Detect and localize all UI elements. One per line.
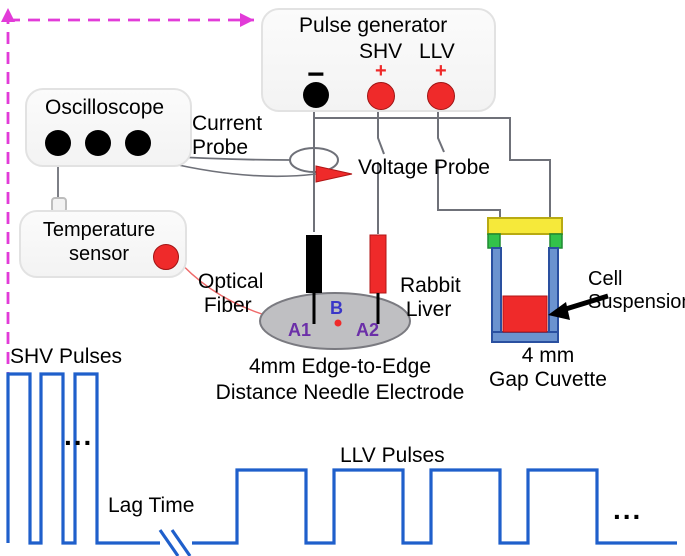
osc-ch2 — [85, 130, 111, 156]
voltage-probe-label: Voltage Probe — [358, 156, 490, 180]
point-b-dot — [335, 320, 342, 327]
gen-jack-neg — [303, 82, 329, 108]
gen-jack-llv — [427, 82, 455, 110]
a1-label: A1 — [288, 320, 311, 341]
osc-ch1 — [45, 130, 71, 156]
gen-jack-shv — [367, 82, 395, 110]
dots-shv: ... — [64, 420, 93, 452]
current-probe-label: Current Probe — [192, 112, 262, 160]
temp-sensor-led — [153, 244, 179, 270]
dots-llv: ... — [613, 494, 642, 526]
cell-suspension-label: Cell Suspension — [588, 268, 685, 314]
pulse-generator-title: Pulse generator — [299, 14, 447, 38]
voltage-probe-lead — [165, 162, 316, 176]
needle-a2 — [370, 235, 386, 293]
plus-shv: + — [375, 60, 387, 83]
b-label: B — [330, 298, 343, 319]
cuvette — [488, 218, 562, 342]
shv-pulses-label: SHV Pulses — [10, 345, 122, 369]
arrow-head-up — [1, 8, 15, 22]
temp-sensor-box: Temperature sensor — [19, 210, 187, 278]
oscilloscope-title: Oscilloscope — [45, 96, 164, 120]
gap-cuvette-label: 4 mm Gap Cuvette — [488, 344, 608, 392]
needle-electrode-label: 4mm Edge-to-Edge Distance Needle Electro… — [210, 354, 470, 406]
needle-a1 — [306, 235, 322, 293]
voltage-probe-icon — [316, 166, 352, 182]
oscilloscope-box: Oscilloscope — [25, 88, 192, 167]
rabbit-liver-label: Rabbit Liver — [400, 274, 461, 322]
arrow-head-feedback — [240, 13, 254, 27]
a2-label: A2 — [356, 320, 379, 341]
plus-llv: + — [435, 60, 447, 83]
osc-ch3 — [125, 130, 151, 156]
llv-pulses-label: LLV Pulses — [340, 444, 445, 468]
temp-sensor-title: Temperature sensor — [39, 218, 159, 266]
pulse-generator-box: Pulse generator SHV LLV − + + — [261, 8, 496, 112]
optical-fiber-label: Optical Fiber — [198, 270, 263, 318]
lag-time-label: Lag Time — [108, 494, 194, 518]
